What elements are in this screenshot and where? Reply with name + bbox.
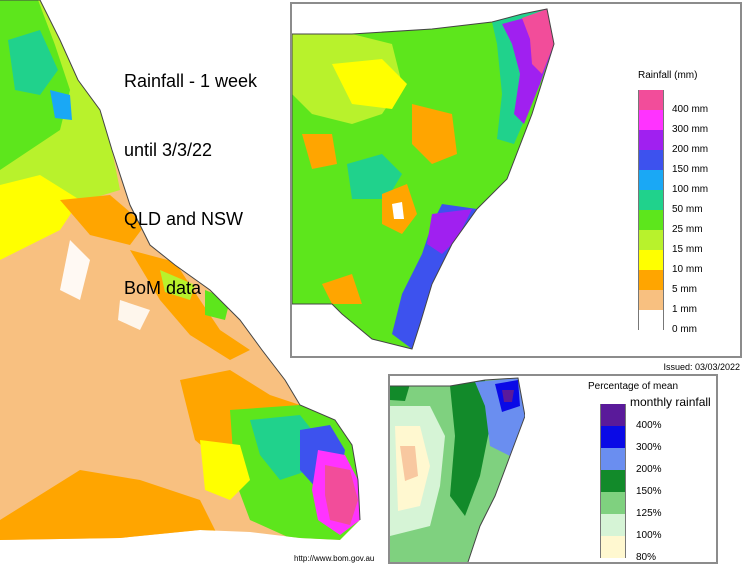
legend-swatch-15mm bbox=[638, 230, 664, 250]
percentage-legend-subtitle: monthly rainfall bbox=[630, 395, 711, 409]
legend-swatch-5mm bbox=[638, 270, 664, 290]
title-line-1: Rainfall - 1 week bbox=[124, 71, 258, 91]
issued-date: Issued: 03/03/2022 bbox=[663, 362, 740, 372]
legend-label-100mm: 100 mm bbox=[672, 184, 709, 195]
legend-label-15mm: 15 mm bbox=[672, 244, 703, 255]
pct-label-200: 200% bbox=[636, 464, 662, 475]
legend-swatch-25mm bbox=[638, 210, 664, 230]
legend-label-200mm: 200 mm bbox=[672, 144, 709, 155]
title-line-2: until 3/3/22 bbox=[124, 140, 213, 160]
legend-label-5mm: 5 mm bbox=[672, 284, 697, 295]
legend-label-25mm: 25 mm bbox=[672, 224, 703, 235]
percentage-of-mean-panel: Percentage of mean monthly rainfall 400%… bbox=[388, 374, 718, 564]
legend-swatch-400mm bbox=[638, 90, 664, 110]
pct-swatch-100 bbox=[600, 514, 626, 536]
legend-swatch-150mm bbox=[638, 150, 664, 170]
pct-label-300: 300% bbox=[636, 442, 662, 453]
pct-swatch-150 bbox=[600, 470, 626, 492]
legend-swatch-300mm bbox=[638, 110, 664, 130]
legend-swatch-10mm bbox=[638, 250, 664, 270]
percentage-legend-title: Percentage of mean bbox=[588, 381, 679, 392]
legend-label-400mm: 400 mm bbox=[672, 104, 709, 115]
legend-label-1mm: 1 mm bbox=[672, 304, 697, 315]
legend-swatch-100mm bbox=[638, 170, 664, 190]
nsw-rainfall-panel: Rainfall (mm) 400 mm 300 mm 200 mm 150 m… bbox=[290, 2, 742, 358]
legend-swatch-0mm bbox=[638, 310, 664, 330]
title-line-4: BoM data bbox=[124, 278, 202, 298]
legend-label-0mm: 0 mm bbox=[672, 324, 697, 335]
pct-swatch-200 bbox=[600, 448, 626, 470]
pct-swatch-300 bbox=[600, 426, 626, 448]
nsw-rainfall-map bbox=[292, 8, 555, 350]
rainfall-legend-title: Rainfall (mm) bbox=[638, 70, 698, 81]
legend-swatch-1mm bbox=[638, 290, 664, 310]
map-title: Rainfall - 1 week until 3/3/22 QLD and N… bbox=[124, 24, 257, 323]
legend-label-150mm: 150 mm bbox=[672, 164, 709, 175]
pct-label-80: 80% bbox=[636, 552, 657, 563]
source-credit: http://www.bom.gov.au bbox=[294, 554, 375, 563]
pct-label-150: 150% bbox=[636, 486, 662, 497]
legend-label-10mm: 10 mm bbox=[672, 264, 703, 275]
title-line-3: QLD and NSW bbox=[124, 209, 244, 229]
pct-label-125: 125% bbox=[636, 508, 662, 519]
legend-label-300mm: 300 mm bbox=[672, 124, 709, 135]
percentage-of-mean-map bbox=[390, 377, 525, 562]
pct-swatch-125 bbox=[600, 492, 626, 514]
legend-swatch-200mm bbox=[638, 130, 664, 150]
pct-swatch-80 bbox=[600, 536, 626, 558]
pct-swatch-400 bbox=[600, 404, 626, 426]
legend-label-50mm: 50 mm bbox=[672, 204, 703, 215]
pct-label-100: 100% bbox=[636, 530, 662, 541]
legend-swatch-50mm bbox=[638, 190, 664, 210]
pct-label-400: 400% bbox=[636, 420, 662, 431]
